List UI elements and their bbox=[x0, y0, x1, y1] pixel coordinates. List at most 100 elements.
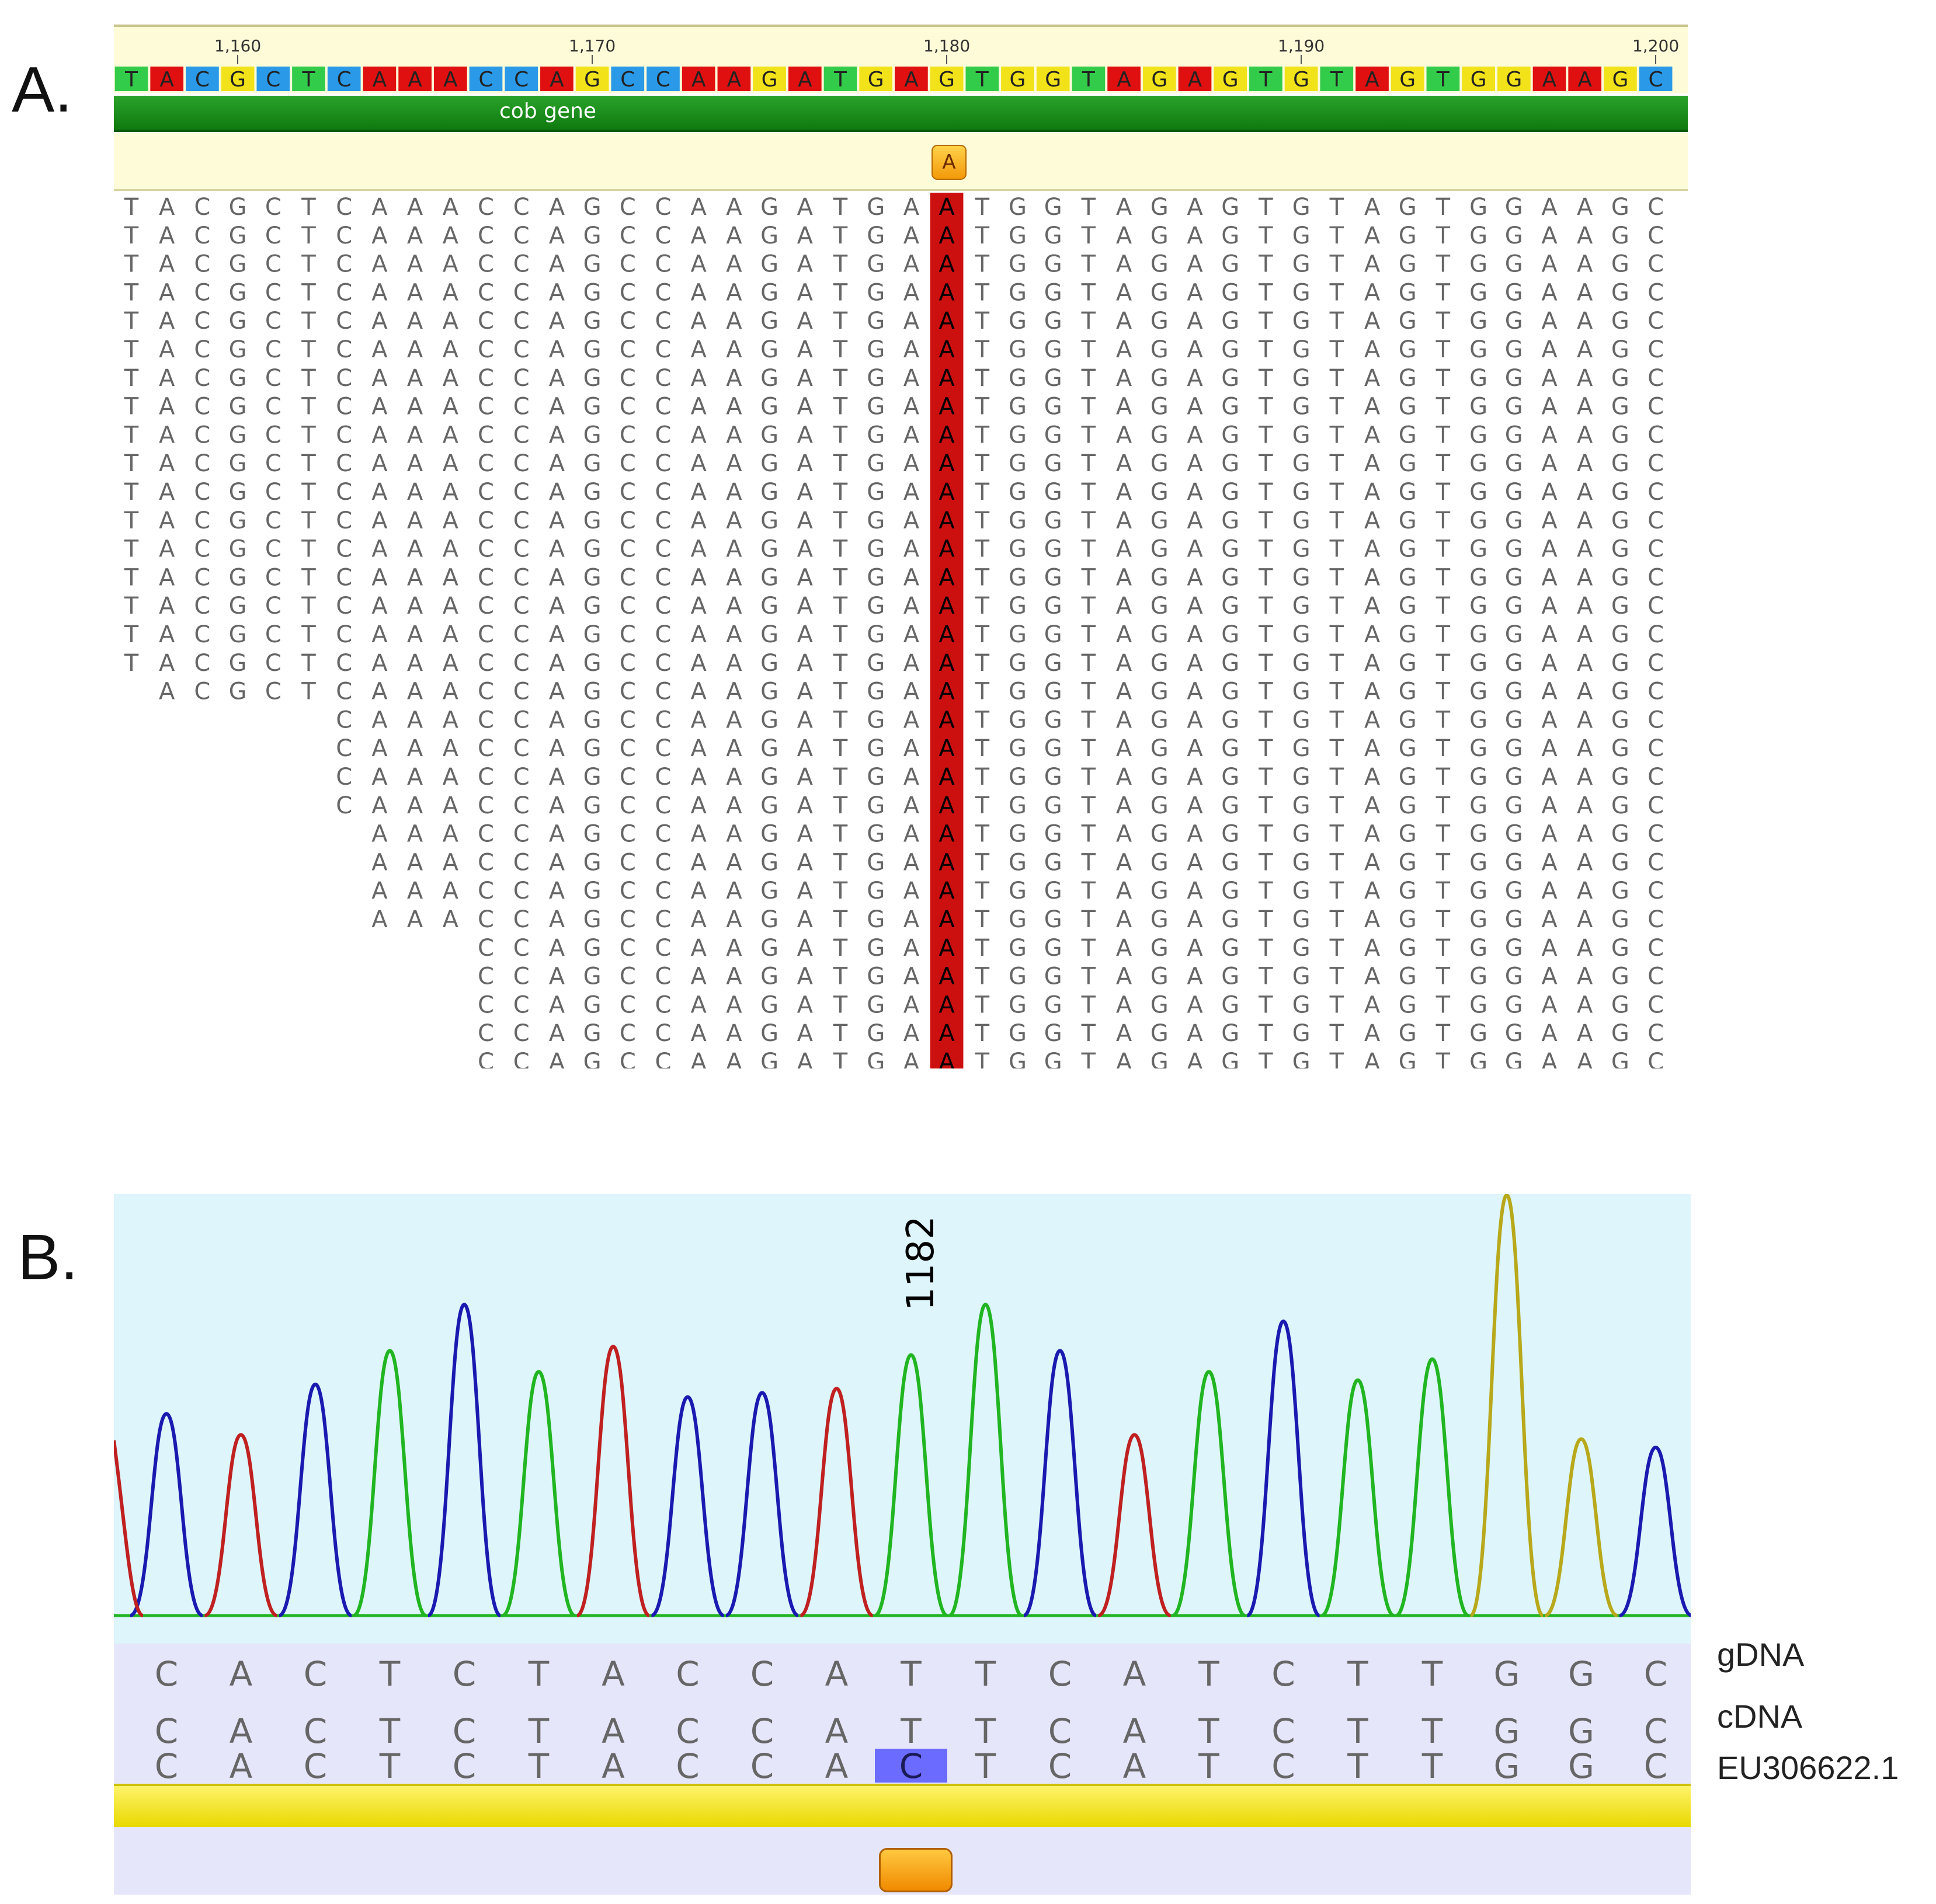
read-base: G bbox=[1044, 621, 1062, 648]
gene-annotation-bar[interactable]: cob gene bbox=[114, 96, 1688, 132]
read-base: G bbox=[1221, 536, 1239, 563]
read-base: G bbox=[1469, 479, 1487, 506]
read-base: A bbox=[1577, 849, 1593, 876]
read-base: G bbox=[1399, 821, 1417, 848]
trace-peak-C bbox=[427, 1303, 502, 1617]
base-call: G bbox=[1568, 1711, 1594, 1751]
read-base: G bbox=[867, 735, 885, 762]
reference-base: C bbox=[256, 67, 290, 92]
read-base: G bbox=[867, 450, 885, 477]
read-base: G bbox=[760, 735, 778, 762]
read-base: A bbox=[549, 422, 565, 448]
read-base: G bbox=[867, 906, 885, 933]
read-base: T bbox=[975, 365, 990, 392]
read-base: C bbox=[478, 935, 494, 962]
read-base: A bbox=[1541, 564, 1558, 591]
read-base: A bbox=[1364, 906, 1381, 933]
read-base: A bbox=[1364, 564, 1381, 591]
reference-base: T bbox=[823, 67, 857, 92]
read-base: A bbox=[1577, 706, 1593, 733]
read-base: C bbox=[1647, 536, 1664, 563]
read-base: C bbox=[1647, 764, 1664, 791]
reference-base: A bbox=[682, 67, 715, 92]
read-base: G bbox=[1469, 991, 1487, 1018]
read-base: G bbox=[1611, 764, 1629, 791]
read-base: A bbox=[159, 450, 175, 477]
variant-marker[interactable]: A bbox=[931, 145, 967, 180]
read-base: G bbox=[760, 251, 778, 278]
read-base: A bbox=[1364, 764, 1381, 791]
read-base: C bbox=[513, 222, 530, 249]
read-base: C bbox=[336, 279, 352, 306]
read-base: A bbox=[443, 394, 459, 420]
read-base: A bbox=[1541, 764, 1558, 791]
trace-peak-A bbox=[1320, 1378, 1395, 1617]
read-base: T bbox=[1081, 308, 1096, 335]
read-base: A bbox=[1116, 479, 1132, 506]
read-base: A bbox=[159, 507, 175, 534]
read-base: A bbox=[1187, 222, 1203, 249]
reference-base: G bbox=[221, 67, 255, 92]
read-base: G bbox=[229, 621, 247, 648]
trace-peak-T bbox=[576, 1345, 651, 1617]
scroll-handle[interactable] bbox=[879, 1848, 953, 1892]
read-base: C bbox=[1647, 792, 1664, 819]
read-base: T bbox=[1436, 792, 1451, 819]
read-base: A bbox=[1187, 507, 1203, 534]
read-base: G bbox=[1399, 991, 1417, 1018]
read-base: T bbox=[1081, 1049, 1096, 1068]
sequence-scrollbar[interactable] bbox=[114, 1784, 1691, 1829]
read-base: T bbox=[833, 678, 848, 705]
read-base: A bbox=[1187, 422, 1203, 448]
read-base: T bbox=[1081, 365, 1096, 392]
read-base: T bbox=[1436, 735, 1451, 762]
read-base: C bbox=[478, 308, 494, 335]
read-base: T bbox=[1436, 336, 1451, 363]
read-base: A bbox=[371, 764, 388, 791]
read-base: A bbox=[939, 308, 955, 335]
read-base: C bbox=[655, 479, 672, 506]
read-base: A bbox=[371, 621, 388, 648]
read-base: G bbox=[1292, 536, 1311, 563]
read-base: A bbox=[691, 764, 707, 791]
read-base: A bbox=[1577, 991, 1593, 1018]
svg-text:C: C bbox=[514, 68, 529, 92]
read-base: T bbox=[1258, 678, 1273, 705]
read-base: T bbox=[301, 308, 316, 335]
read-base: A bbox=[371, 365, 388, 392]
read-base: G bbox=[1221, 222, 1239, 249]
read-base: T bbox=[1436, 878, 1451, 904]
read-base: T bbox=[301, 251, 316, 278]
